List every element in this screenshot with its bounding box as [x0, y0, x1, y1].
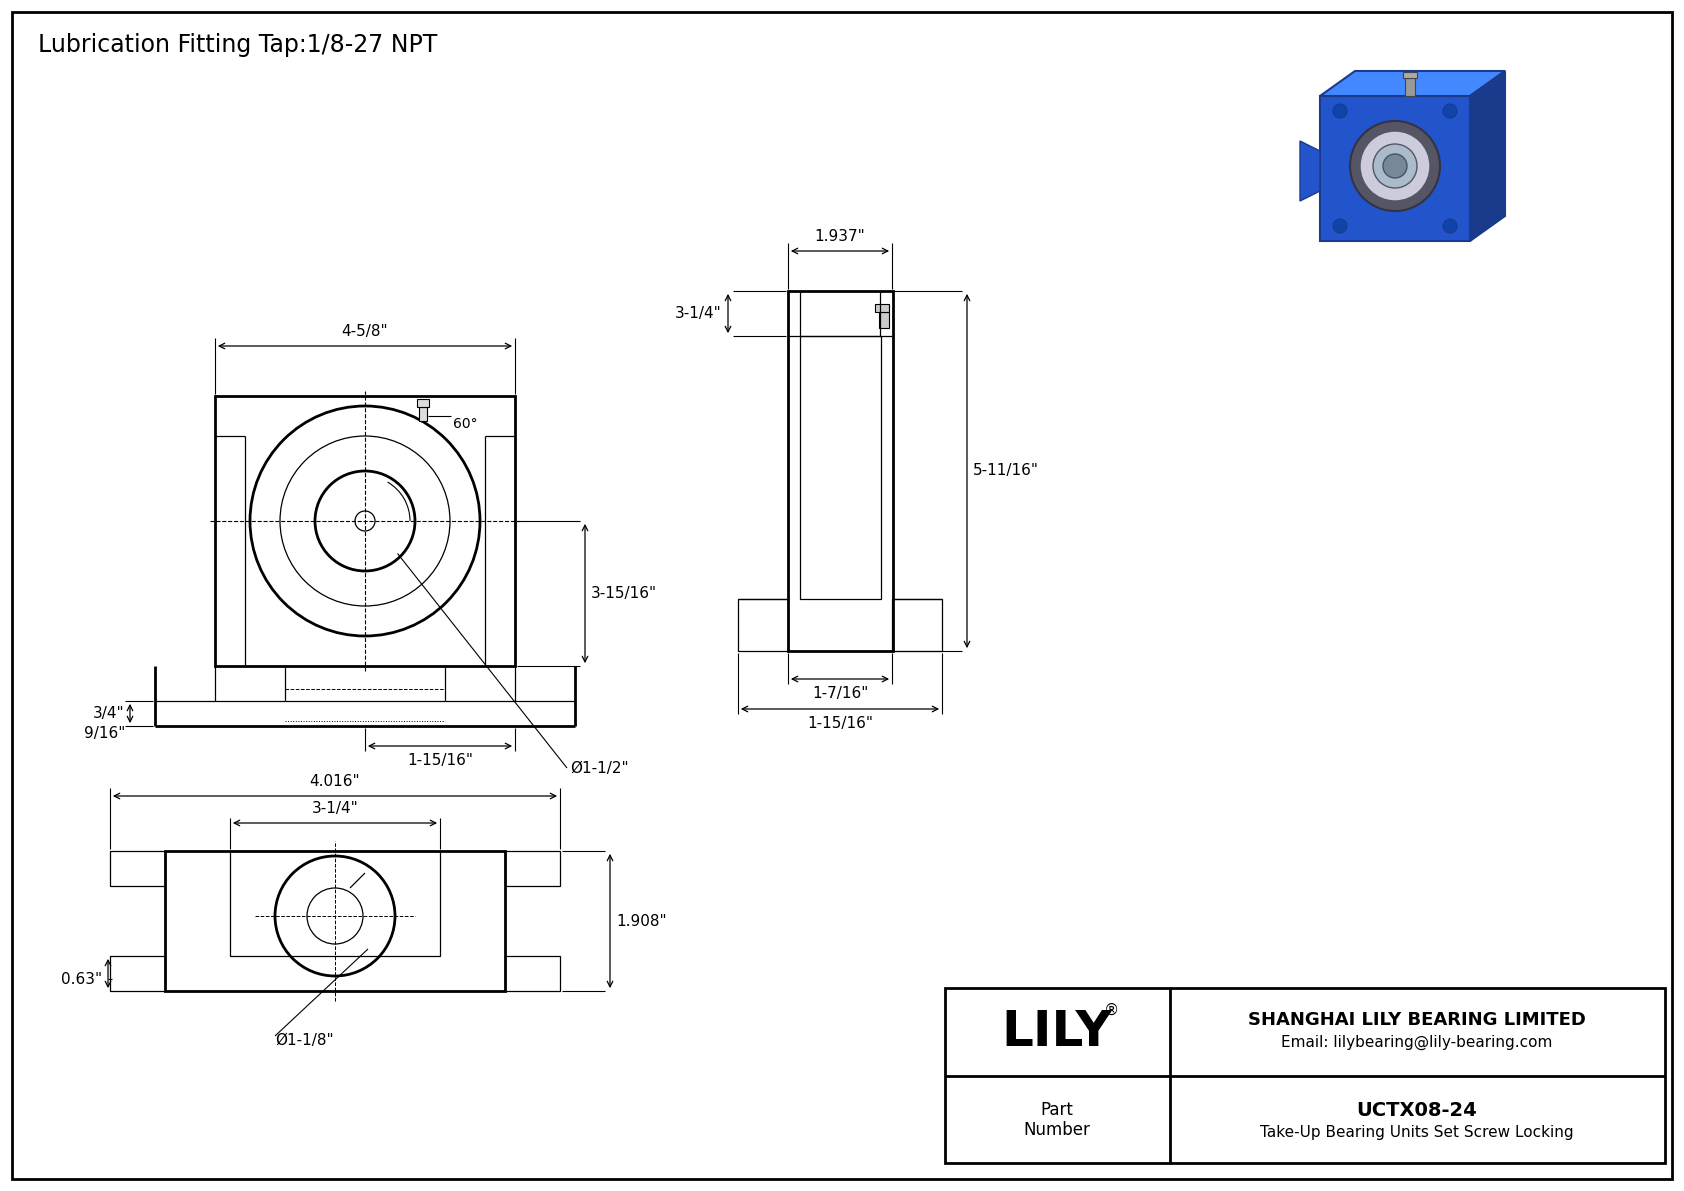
Bar	[165, 852, 505, 991]
Circle shape	[1334, 219, 1347, 233]
Polygon shape	[1320, 71, 1505, 96]
Text: 3-1/4": 3-1/4"	[312, 802, 359, 816]
Text: SHANGHAI LILY BEARING LIMITED: SHANGHAI LILY BEARING LIMITED	[1248, 1011, 1586, 1029]
Bar	[216, 395, 515, 666]
Text: ®: ®	[1105, 1003, 1120, 1017]
Text: 0.63": 0.63"	[61, 972, 103, 986]
Polygon shape	[1470, 71, 1505, 241]
Text: 3/4": 3/4"	[93, 706, 125, 721]
Text: 9/16": 9/16"	[84, 727, 125, 741]
Bar	[800, 336, 881, 599]
Bar	[419, 407, 426, 422]
Circle shape	[1372, 144, 1416, 188]
Bar	[945, 989, 1665, 1162]
Text: Ø1-1/8": Ø1-1/8"	[274, 1034, 333, 1048]
Bar	[1403, 71, 1416, 77]
Circle shape	[1351, 121, 1440, 211]
Text: 1-15/16": 1-15/16"	[408, 753, 473, 768]
Bar	[109, 956, 165, 991]
Bar	[231, 852, 440, 956]
Text: 1-15/16": 1-15/16"	[807, 716, 872, 731]
Text: UCTX08-24: UCTX08-24	[1357, 1100, 1477, 1120]
Bar	[788, 291, 893, 651]
Bar	[505, 852, 561, 886]
Text: Take-Up Bearing Units Set Screw Locking: Take-Up Bearing Units Set Screw Locking	[1260, 1124, 1575, 1140]
Bar	[876, 304, 889, 312]
Text: Ø1-1/2": Ø1-1/2"	[569, 761, 628, 775]
Text: 4.016": 4.016"	[310, 774, 360, 788]
Circle shape	[1443, 104, 1457, 118]
Circle shape	[1334, 104, 1347, 118]
Circle shape	[1383, 154, 1408, 177]
Bar	[893, 599, 941, 651]
Circle shape	[1361, 131, 1430, 201]
Bar	[738, 599, 788, 651]
Text: 5-11/16": 5-11/16"	[973, 463, 1039, 479]
Text: LILY: LILY	[1002, 1008, 1113, 1056]
Text: 4-5/8": 4-5/8"	[342, 324, 389, 339]
Text: 1-7/16": 1-7/16"	[812, 686, 869, 701]
Bar	[109, 852, 165, 886]
Bar	[416, 399, 428, 407]
Text: Email: lilybearing@lily-bearing.com: Email: lilybearing@lily-bearing.com	[1282, 1035, 1553, 1049]
Polygon shape	[1470, 141, 1490, 201]
Text: 1.937": 1.937"	[815, 229, 866, 244]
Text: 60°: 60°	[453, 417, 477, 431]
Bar	[505, 956, 561, 991]
Text: Lubrication Fitting Tap:1/8-27 NPT: Lubrication Fitting Tap:1/8-27 NPT	[39, 33, 438, 57]
Text: 3-15/16": 3-15/16"	[591, 586, 657, 601]
Polygon shape	[1300, 141, 1320, 201]
Circle shape	[1443, 219, 1457, 233]
Text: 1.908": 1.908"	[616, 913, 667, 929]
Text: Part
Number: Part Number	[1024, 1100, 1091, 1140]
Bar	[879, 312, 889, 328]
Text: 3-1/4": 3-1/4"	[675, 306, 722, 322]
Polygon shape	[1320, 96, 1470, 241]
Bar	[1404, 77, 1415, 96]
